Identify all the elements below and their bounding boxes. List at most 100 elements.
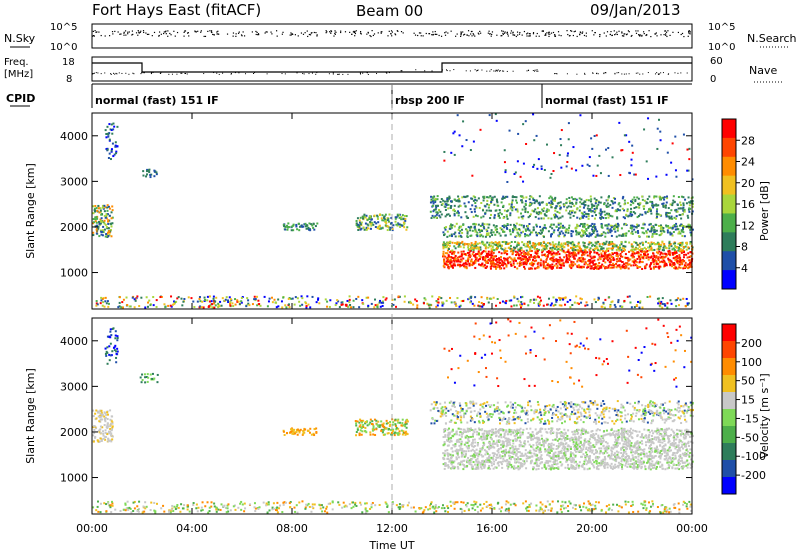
echo-cell <box>492 296 495 299</box>
echo-cell <box>690 251 693 254</box>
echo-cell <box>593 400 596 403</box>
echo-cell <box>529 298 532 301</box>
echo-cell <box>606 202 609 205</box>
echo-cell <box>484 235 487 238</box>
noise-point <box>143 31 145 34</box>
echo-cell <box>567 205 570 208</box>
echo-cell <box>528 249 531 252</box>
echo-cell <box>650 262 653 265</box>
echo-cell <box>620 234 623 237</box>
echo-cell <box>489 245 492 248</box>
echo-cell <box>463 202 466 205</box>
echo-cell <box>109 330 112 333</box>
echo-cell <box>494 248 497 251</box>
echo-cell <box>663 421 666 424</box>
echo-cell <box>620 403 623 406</box>
echo-cell <box>590 265 593 268</box>
noise-point <box>545 34 547 36</box>
echo-cell <box>443 200 446 203</box>
echo-cell <box>372 433 375 436</box>
echo-cell <box>473 304 476 307</box>
echo-cell <box>663 243 666 246</box>
echo-cell <box>606 266 609 269</box>
echo-cell <box>479 305 482 308</box>
echo-cell <box>299 304 302 307</box>
echo-cell <box>358 224 361 227</box>
echo-cell <box>647 246 650 249</box>
echo-cell <box>473 226 476 229</box>
echo-cell <box>438 296 441 299</box>
noise-point <box>665 33 667 35</box>
noise-point <box>420 32 422 34</box>
nave-point <box>603 72 605 74</box>
echo-cell <box>583 410 586 413</box>
echo-cell <box>110 235 113 238</box>
echo-cell <box>198 297 201 300</box>
echo-cell <box>340 303 343 306</box>
echo-cell <box>337 300 340 303</box>
colorbar-swatch <box>722 137 736 158</box>
noise-point <box>460 32 462 34</box>
echo-cell <box>550 206 553 209</box>
colorbar-swatch <box>722 194 736 214</box>
echo-cell <box>494 209 497 212</box>
echo-cell <box>677 196 680 199</box>
echo-cell <box>599 213 602 216</box>
echo-cell <box>676 262 679 265</box>
echo-cell <box>118 296 121 299</box>
echo-cell <box>601 226 604 229</box>
echo-cell <box>481 256 484 259</box>
noise-point <box>660 34 662 36</box>
echo-cell <box>497 212 500 215</box>
echo-cell <box>678 263 681 266</box>
echo-cell <box>491 262 494 265</box>
echo-cell <box>652 260 655 263</box>
echo-cell <box>566 160 569 163</box>
echo-cell <box>458 197 461 200</box>
echo-cell <box>454 242 457 245</box>
echo-cell <box>459 255 462 258</box>
echo-cell <box>369 222 372 225</box>
colorbar-tick-label: 20 <box>741 177 755 190</box>
echo-cell <box>656 215 659 218</box>
echo-cell <box>536 266 539 269</box>
echo-cell <box>375 222 378 225</box>
echo-cell <box>98 420 101 423</box>
echo-cell <box>391 227 394 230</box>
echo-cell <box>553 213 556 216</box>
echo-cell <box>561 248 564 251</box>
station-title: Fort Hays East (fitACF) <box>92 1 261 19</box>
echo-cell <box>457 259 460 262</box>
echo-cell <box>398 432 401 435</box>
echo-cell <box>610 256 613 259</box>
noise-point <box>333 35 335 37</box>
echo-cell <box>571 262 574 265</box>
noise-point <box>92 35 95 37</box>
echo-cell <box>508 129 511 132</box>
echo-cell <box>544 255 547 258</box>
echo-cell <box>498 209 501 212</box>
echo-cell <box>390 431 393 434</box>
echo-cell <box>680 230 683 233</box>
echo-cell <box>607 195 610 198</box>
echo-cell <box>398 214 401 217</box>
echo-cell <box>511 199 514 202</box>
echo-cell <box>639 253 642 256</box>
echo-cell <box>522 226 525 229</box>
echo-cell <box>582 231 585 234</box>
echo-cell <box>535 225 538 228</box>
echo-cell <box>453 212 456 215</box>
echo-cell <box>659 261 662 264</box>
echo-cell <box>683 210 686 213</box>
echo-cell <box>634 200 637 203</box>
noise-point <box>548 31 550 34</box>
echo-cell <box>512 229 515 232</box>
echo-cell <box>535 298 538 301</box>
echo-cell <box>470 247 473 250</box>
echo-cell <box>477 228 480 231</box>
noise-point <box>541 30 543 32</box>
echo-cell <box>315 427 318 430</box>
echo-cell <box>655 233 658 236</box>
echo-cell <box>512 249 515 252</box>
nave-point <box>497 69 499 71</box>
